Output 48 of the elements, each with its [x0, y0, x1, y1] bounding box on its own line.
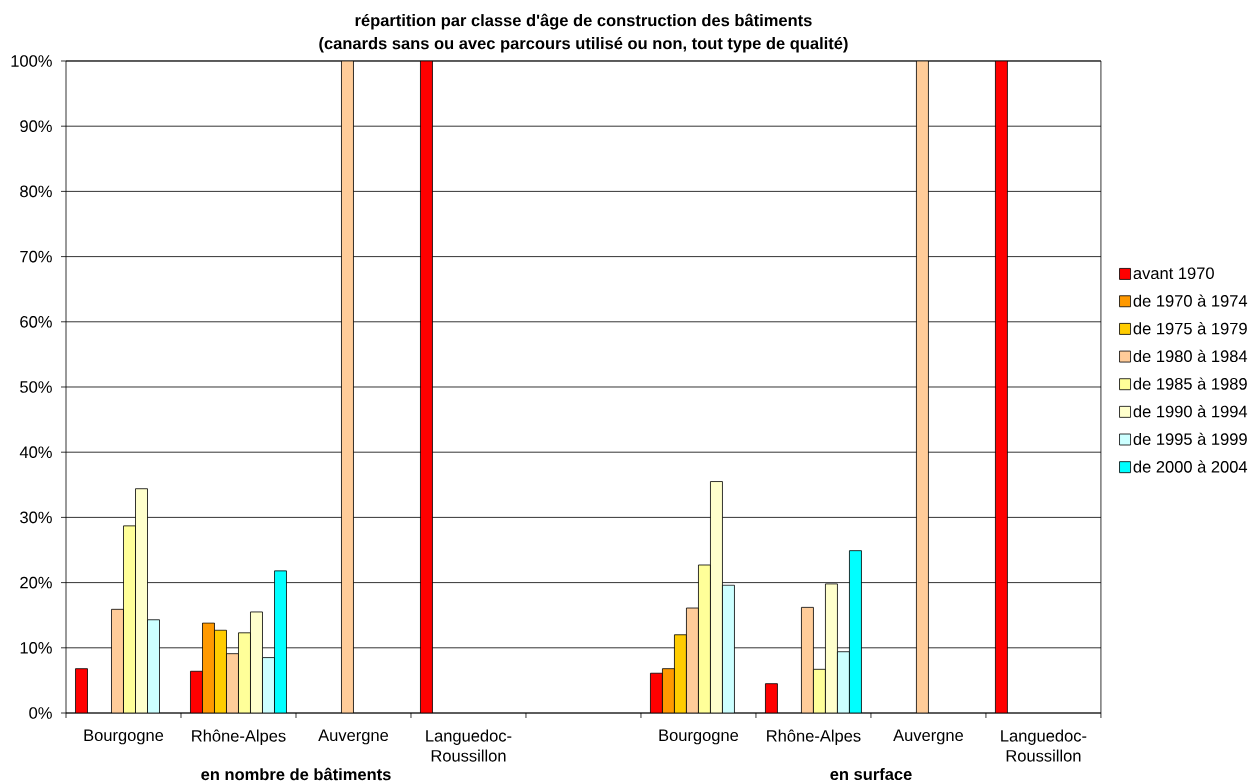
y-tick-label: 60%: [20, 315, 52, 328]
y-tick-label: 0%: [29, 707, 52, 719]
bar: [837, 651, 850, 713]
legend-label: de 2000 à 2004: [1133, 460, 1248, 473]
bar: [801, 606, 814, 713]
y-tick-label: 80%: [20, 185, 52, 198]
y-tick-label: 90%: [20, 120, 52, 133]
bar: [111, 608, 124, 713]
x-tick-label: Bourgogne: [659, 729, 739, 745]
y-tick-label: 10%: [20, 641, 52, 654]
bar: [147, 619, 160, 713]
chart-title: répartition par classe d'âge de construction des bâtiments: [355, 13, 812, 30]
bar: [123, 525, 136, 713]
bar: [916, 60, 929, 713]
bar: [722, 584, 735, 713]
bar: [698, 564, 711, 713]
bar: [341, 60, 354, 713]
y-tick-label: 40%: [19, 446, 52, 459]
bar: [420, 60, 433, 713]
x-tick-label: Bourgogne: [84, 729, 164, 745]
y-tick-label: 30%: [20, 511, 52, 524]
x-tick-label: Rhône-Alpes: [767, 729, 861, 745]
x-tick-label: Auvergne: [318, 729, 389, 745]
bar: [214, 629, 227, 713]
x-tick-label: Rhône-Alpes: [192, 729, 286, 745]
y-tick-label: 50%: [20, 381, 52, 393]
x-tick-label: Auvergne: [893, 729, 963, 745]
y-tick-label: 100%: [11, 55, 52, 67]
bar: [202, 622, 215, 713]
legend-label: de 1975 à 1979: [1133, 322, 1247, 335]
legend-label: de 1970 à 1974: [1133, 294, 1248, 307]
x-tick-label: Languedoc-Roussillon: [426, 729, 512, 762]
legend-label: de 1990 à 1994: [1133, 405, 1248, 418]
legend-label: de 1985 à 1989: [1133, 377, 1247, 390]
bar: [226, 653, 239, 713]
bar: [238, 632, 251, 713]
y-tick-label: 70%: [20, 250, 52, 263]
legend-label: de 1980 à 1984: [1133, 349, 1248, 363]
bar: [995, 60, 1008, 713]
chart-subtitle: (canards sans ou avec parcours utilisé ou non, tout type de qualité): [319, 36, 848, 53]
text: en surface: [830, 767, 912, 781]
text: en nombre de bâtiments: [201, 767, 391, 781]
legend-label: de 1995 à 1999: [1133, 432, 1247, 445]
bar: [686, 607, 699, 713]
x-tick-label: Languedoc-Roussillon: [1001, 729, 1087, 762]
y-tick-label: 20%: [20, 576, 52, 589]
legend-label: avant 1970: [1133, 267, 1214, 280]
bar: [674, 634, 687, 713]
